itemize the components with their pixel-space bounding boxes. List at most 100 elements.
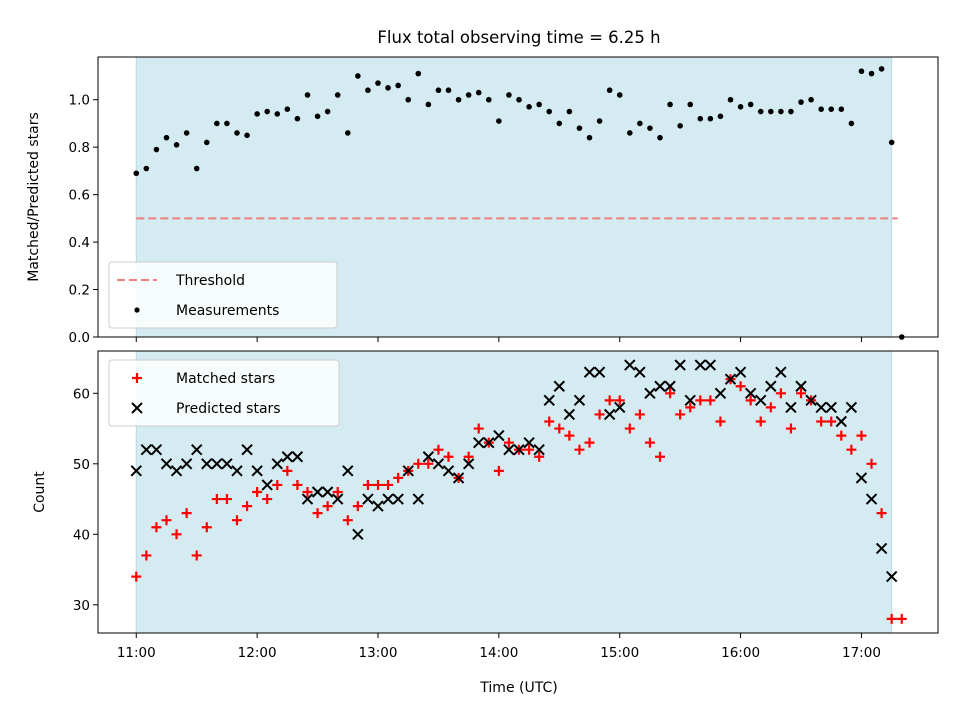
point-matched-stars bbox=[131, 571, 142, 582]
point-measurements bbox=[294, 115, 301, 122]
point-measurements bbox=[344, 130, 351, 136]
point-predicted-stars bbox=[855, 472, 868, 484]
point-measurements bbox=[888, 139, 895, 146]
point-predicted-stars bbox=[593, 366, 606, 378]
point-measurements bbox=[405, 96, 412, 103]
point-measurements bbox=[616, 92, 623, 98]
point-matched-stars bbox=[161, 515, 172, 526]
point-predicted-stars bbox=[473, 436, 485, 449]
x-axis-label: Time (UTC) bbox=[479, 680, 557, 696]
point-measurements bbox=[365, 87, 371, 94]
point-measurements bbox=[274, 111, 281, 117]
point-matched-stars bbox=[322, 501, 333, 512]
point-measurements bbox=[415, 70, 422, 77]
point-predicted-stars bbox=[825, 401, 837, 414]
point-measurements bbox=[536, 101, 542, 108]
point-predicted-stars bbox=[281, 451, 294, 463]
point-predicted-stars bbox=[563, 408, 576, 421]
point-predicted-stars bbox=[553, 380, 566, 392]
point-matched-stars bbox=[443, 451, 454, 462]
point-matched-stars bbox=[302, 487, 313, 497]
point-matched-stars bbox=[896, 613, 907, 624]
point-predicted-stars bbox=[211, 458, 223, 470]
point-matched-stars bbox=[242, 501, 253, 512]
point-measurements bbox=[465, 92, 472, 98]
point-measurements bbox=[768, 108, 774, 115]
point-predicted-stars bbox=[875, 542, 888, 555]
y-tick-label: 0.8 bbox=[69, 140, 90, 156]
point-predicted-stars bbox=[291, 451, 304, 463]
point-measurements bbox=[727, 96, 734, 103]
point-matched-stars bbox=[564, 430, 575, 441]
point-predicted-stars bbox=[694, 359, 707, 371]
point-measurements bbox=[868, 70, 875, 77]
point-predicted-stars bbox=[201, 458, 213, 470]
point-measurements bbox=[657, 134, 663, 141]
point-matched-stars bbox=[221, 494, 232, 505]
point-measurements bbox=[737, 104, 744, 110]
point-measurements bbox=[133, 170, 140, 177]
point-matched-stars bbox=[876, 508, 887, 519]
axes-frame bbox=[97, 350, 939, 634]
point-predicted-stars bbox=[271, 458, 283, 470]
x-tick-label: 13:00 bbox=[359, 645, 398, 661]
point-measurements bbox=[324, 108, 331, 115]
point-matched-stars bbox=[493, 465, 504, 476]
x-tick-label: 17:00 bbox=[842, 645, 881, 661]
point-matched-stars bbox=[252, 487, 263, 497]
point-matched-stars bbox=[614, 395, 625, 406]
point-measurements bbox=[808, 96, 814, 103]
point-matched-stars bbox=[413, 458, 424, 469]
point-predicted-stars bbox=[332, 493, 344, 505]
point-matched-stars bbox=[503, 437, 514, 448]
point-measurements bbox=[395, 82, 401, 89]
point-matched-stars bbox=[796, 388, 807, 399]
point-predicted-stars bbox=[885, 570, 898, 583]
x-tick-label: 12:00 bbox=[238, 645, 277, 661]
legend-swatch bbox=[134, 307, 140, 313]
y-axis-label-bottom: Count bbox=[32, 471, 48, 513]
point-matched-stars bbox=[644, 437, 655, 448]
point-matched-stars bbox=[624, 423, 635, 434]
y-tick-label: 0.2 bbox=[69, 283, 90, 299]
point-matched-stars bbox=[745, 395, 756, 406]
y-tick-label: 50 bbox=[73, 457, 90, 473]
point-measurements bbox=[848, 120, 855, 127]
y-tick-label: 1.0 bbox=[69, 93, 90, 109]
top-panel: 0.0 0.2 0.4 0.6 0.8 1.0 Threshold Measurements bbox=[69, 56, 939, 346]
point-matched-stars bbox=[695, 395, 706, 406]
y-tick-label: 0.6 bbox=[69, 188, 90, 204]
point-measurements bbox=[425, 101, 432, 108]
point-matched-stars bbox=[272, 479, 283, 490]
point-measurements bbox=[566, 108, 573, 115]
point-matched-stars bbox=[675, 409, 686, 420]
point-measurements bbox=[314, 113, 321, 120]
y-tick-label: 0.0 bbox=[69, 330, 90, 346]
legend: Threshold Measurements bbox=[108, 261, 338, 329]
point-predicted-stars bbox=[231, 465, 243, 477]
point-measurements bbox=[163, 134, 170, 141]
point-predicted-stars bbox=[362, 493, 374, 505]
point-measurements bbox=[637, 120, 643, 127]
point-measurements bbox=[526, 104, 532, 110]
point-measurements bbox=[878, 66, 885, 72]
y-tick-label: 30 bbox=[73, 598, 90, 614]
point-predicted-stars bbox=[180, 458, 193, 470]
y-tick-label: 60 bbox=[73, 386, 90, 402]
point-matched-stars bbox=[685, 402, 696, 413]
point-predicted-stars bbox=[251, 465, 263, 477]
point-predicted-stars bbox=[603, 408, 616, 421]
point-matched-stars bbox=[866, 458, 877, 469]
point-measurements bbox=[153, 146, 160, 153]
point-measurements bbox=[224, 120, 230, 127]
point-measurements bbox=[445, 87, 452, 94]
point-matched-stars bbox=[826, 416, 837, 427]
point-matched-stars bbox=[655, 451, 666, 462]
y-axis-label-top: Matched/Predicted stars bbox=[26, 112, 42, 282]
point-measurements bbox=[203, 139, 210, 146]
point-measurements bbox=[375, 80, 381, 86]
point-predicted-stars bbox=[614, 401, 626, 414]
point-matched-stars bbox=[665, 388, 676, 399]
point-predicted-stars bbox=[382, 493, 394, 505]
